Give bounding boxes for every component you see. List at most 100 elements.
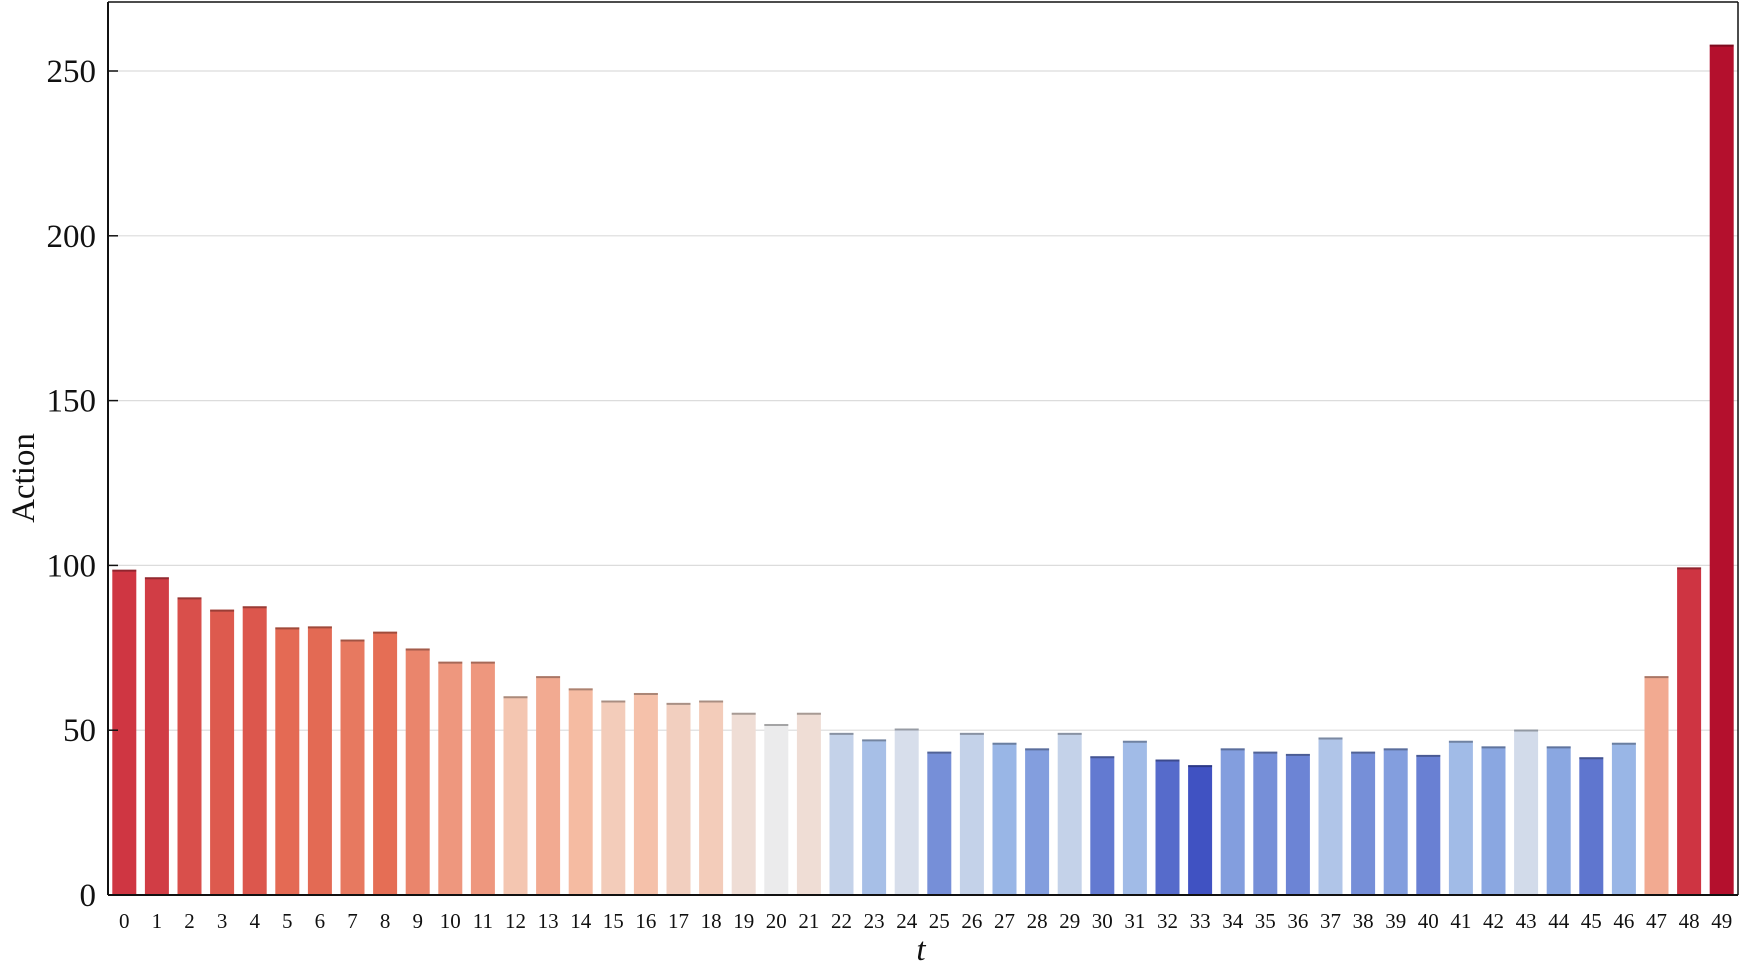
x-axis-label: t [916, 932, 926, 968]
x-tick-label: 13 [538, 909, 559, 933]
x-tick-label: 32 [1157, 909, 1178, 933]
bar-t-48 [1677, 567, 1702, 895]
bar-t-9 [405, 648, 430, 895]
x-tick-label: 40 [1418, 909, 1439, 933]
y-tick-label: 250 [47, 54, 97, 90]
x-tick-label: 49 [1711, 909, 1732, 933]
x-tick-label: 12 [505, 909, 526, 933]
y-tick-labels: 0 50 100 150 200 250 [47, 54, 97, 914]
bar-t-33 [1188, 765, 1213, 895]
x-tick-label: 18 [701, 909, 722, 933]
x-tick-label: 5 [282, 909, 293, 933]
bar-t-13 [536, 676, 561, 895]
x-tick-label: 0 [119, 909, 130, 933]
x-tick-label: 34 [1222, 909, 1244, 933]
x-tick-label: 16 [635, 909, 656, 933]
x-tick-label: 38 [1353, 909, 1374, 933]
x-tick-label: 29 [1059, 909, 1080, 933]
gridlines [108, 70, 1738, 731]
bar-t-19 [731, 712, 756, 895]
x-tick-label: 33 [1190, 909, 1211, 933]
bar-t-7 [340, 639, 365, 895]
bar-t-1 [144, 577, 169, 895]
x-tick-labels: 0 1 2 3 4 5 6 7 8 9 10 11 12 13 14 15 16 17 18 19 20 21 22 23 24… [119, 909, 1732, 933]
x-tick-label: 37 [1320, 909, 1341, 933]
x-tick-label: 25 [929, 909, 950, 933]
bar-t-2 [177, 597, 202, 895]
x-tick-label: 42 [1483, 909, 1504, 933]
bar-t-23 [862, 739, 887, 895]
bar-t-30 [1090, 756, 1115, 895]
bar-t-8 [373, 631, 398, 895]
bar-t-46 [1611, 742, 1636, 895]
bar-t-17 [666, 702, 691, 895]
x-tick-label: 35 [1255, 909, 1276, 933]
bar-t-22 [829, 732, 854, 895]
bar-t-34 [1220, 748, 1245, 895]
x-tick-label: 20 [766, 909, 787, 933]
bar-t-0 [112, 569, 137, 895]
bar-t-42 [1481, 746, 1506, 895]
bar-t-44 [1546, 746, 1571, 895]
x-tick-label: 24 [896, 909, 918, 933]
x-tick-label: 3 [217, 909, 228, 933]
x-tick-label: 8 [380, 909, 391, 933]
x-tick-label: 4 [249, 909, 260, 933]
bar-t-3 [210, 609, 235, 895]
x-tick-label: 23 [864, 909, 885, 933]
bar-t-11 [470, 661, 495, 895]
bar-t-20 [764, 723, 789, 895]
x-tick-label: 11 [473, 909, 493, 933]
x-tick-label: 27 [994, 909, 1015, 933]
x-tick-label: 28 [1027, 909, 1048, 933]
x-tick-label: 14 [570, 909, 592, 933]
bar-t-28 [1025, 748, 1050, 895]
bar-t-24 [894, 728, 919, 895]
x-tick-label: 21 [798, 909, 819, 933]
x-tick-label: 15 [603, 909, 624, 933]
x-tick-label: 22 [831, 909, 852, 933]
y-tick-label: 0 [80, 878, 97, 914]
x-tick-label: 36 [1287, 909, 1308, 933]
bar-t-40 [1416, 754, 1441, 895]
bars [112, 44, 1734, 895]
x-tick-label: 7 [347, 909, 358, 933]
bar-t-47 [1644, 676, 1669, 895]
x-tick-label: 48 [1679, 909, 1700, 933]
x-tick-label: 44 [1548, 909, 1570, 933]
bar-t-37 [1318, 737, 1343, 895]
x-tick-label: 39 [1385, 909, 1406, 933]
bar-t-10 [438, 661, 463, 895]
x-tick-label: 9 [412, 909, 423, 933]
bar-t-49 [1709, 44, 1734, 895]
x-tick-label: 6 [315, 909, 326, 933]
bar-t-43 [1514, 729, 1539, 895]
y-tick-label: 150 [47, 384, 97, 420]
bar-t-18 [699, 700, 724, 895]
bar-t-31 [1122, 740, 1147, 895]
bar-t-29 [1057, 732, 1082, 895]
x-tick-label: 41 [1450, 909, 1471, 933]
bar-t-15 [601, 700, 626, 895]
bar-t-14 [568, 688, 593, 895]
bar-t-35 [1253, 751, 1278, 895]
x-tick-label: 43 [1516, 909, 1537, 933]
bar-t-21 [796, 712, 821, 895]
y-tick-label: 50 [63, 713, 96, 749]
bar-t-45 [1579, 757, 1604, 895]
x-tick-label: 10 [440, 909, 461, 933]
bar-t-25 [927, 751, 952, 895]
bar-t-36 [1285, 753, 1310, 895]
x-tick-label: 19 [733, 909, 754, 933]
x-tick-label: 1 [152, 909, 163, 933]
x-tick-label: 47 [1646, 909, 1667, 933]
bar-t-12 [503, 696, 528, 895]
bar-t-39 [1383, 748, 1408, 895]
plot-frame [107, 1, 1739, 896]
x-tick-label: 46 [1613, 909, 1634, 933]
bar-t-41 [1448, 740, 1473, 895]
bar-t-26 [959, 732, 984, 895]
bar-t-32 [1155, 759, 1180, 895]
x-tick-label: 31 [1124, 909, 1145, 933]
